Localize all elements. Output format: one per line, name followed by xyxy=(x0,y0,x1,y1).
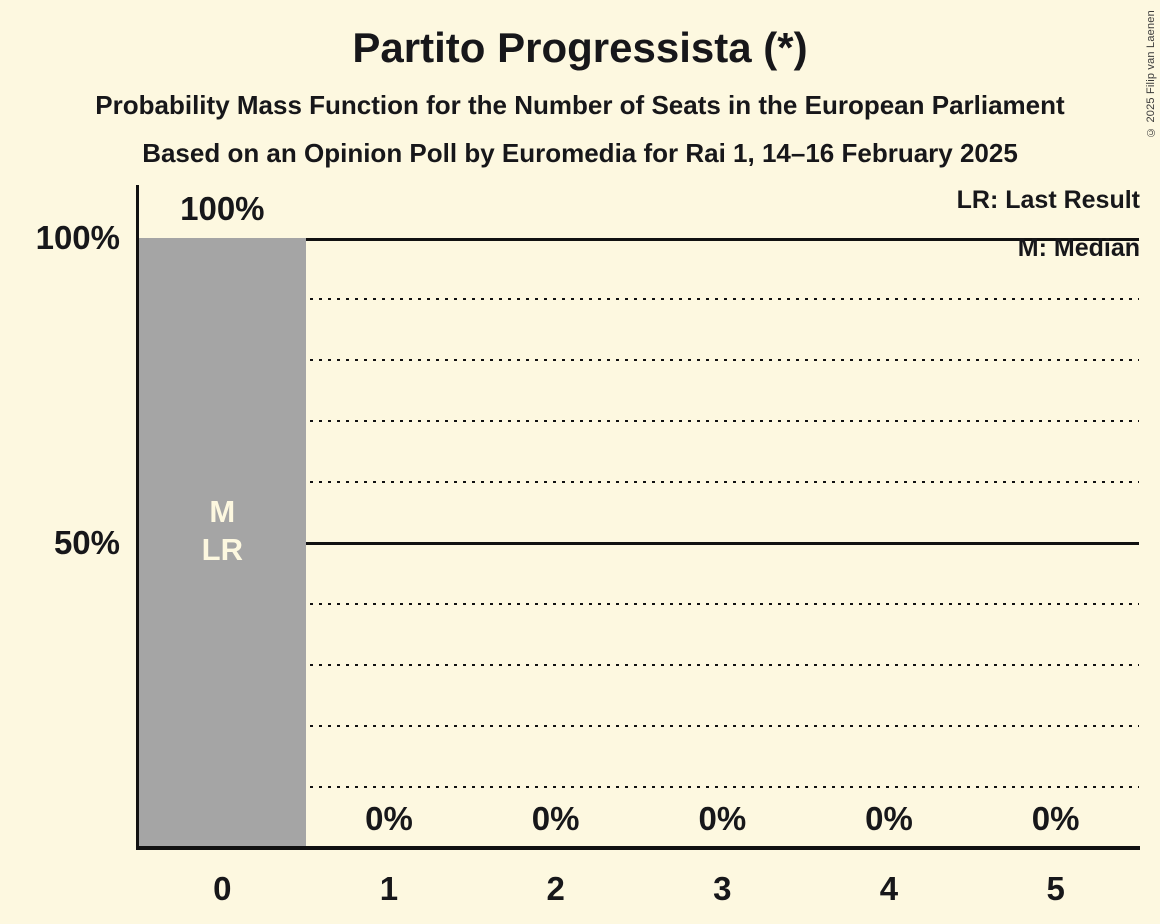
plot-area: M LR 100% 0% 0% 0% 0% 0% xyxy=(139,190,1139,848)
bar-value-label-2: 0% xyxy=(531,800,580,837)
bar-value-label-3: 0% xyxy=(698,800,747,837)
legend-last-result: LR: Last Result xyxy=(956,186,1140,214)
bar-annotation-0: M LR xyxy=(139,493,306,569)
y-axis-tick-100: 100% xyxy=(35,219,120,256)
y-axis-tick-50: 50% xyxy=(53,524,120,561)
x-axis-tick-1: 1 xyxy=(379,870,399,907)
chart-title: Partito Progressista (*) xyxy=(352,24,808,71)
column-seats-4: 0% xyxy=(806,238,973,848)
bar-value-label-4: 0% xyxy=(865,800,913,837)
x-axis-labels: 0 1 2 3 4 5 xyxy=(139,864,1139,914)
column-seats-2: 0% xyxy=(472,238,639,848)
y-axis-line xyxy=(136,185,139,848)
bar-value-label-1: 0% xyxy=(365,800,413,837)
bar-value-label-0: 100% xyxy=(180,190,265,227)
column-seats-5: 0% xyxy=(972,238,1139,848)
bar-value-label-5: 0% xyxy=(1031,800,1080,837)
annotation-m-label: M xyxy=(209,493,236,529)
column-seats-3: 0% xyxy=(639,238,806,848)
column-seats-0: M LR 100% xyxy=(139,190,306,848)
gridline-dotted-60 xyxy=(139,481,1139,483)
gridline-dotted-20 xyxy=(139,725,1139,727)
gridline-dotted-30 xyxy=(139,664,1139,666)
x-axis-tick-3: 3 xyxy=(713,870,732,907)
annotation-lr-label: LR xyxy=(201,531,243,567)
x-axis-tick-0: 0 xyxy=(213,870,232,907)
gridline-dotted-40 xyxy=(139,603,1139,605)
x-axis-baseline xyxy=(136,846,1140,850)
gridline-dotted-90 xyxy=(139,298,1139,300)
gridline-solid-100 xyxy=(139,238,1139,241)
x-axis-tick-5: 5 xyxy=(1046,870,1065,907)
chart-poll-source: Based on an Opinion Poll by Euromedia fo… xyxy=(142,138,1018,168)
legend-median: M: Median xyxy=(1017,234,1140,262)
gridline-dotted-70 xyxy=(139,420,1139,422)
bar-seats-0: M LR xyxy=(139,238,306,848)
gridline-dotted-10 xyxy=(139,786,1139,788)
gridline-solid-50 xyxy=(139,541,1139,545)
column-seats-1: 0% xyxy=(306,238,473,848)
x-axis-tick-2: 2 xyxy=(546,870,565,907)
gridline-dotted-80 xyxy=(139,359,1139,361)
copyright-notice: © 2025 Filip van Laenen xyxy=(1145,10,1157,138)
chart-subtitle: Probability Mass Function for the Number… xyxy=(95,90,1065,120)
x-axis-tick-4: 4 xyxy=(879,870,899,907)
